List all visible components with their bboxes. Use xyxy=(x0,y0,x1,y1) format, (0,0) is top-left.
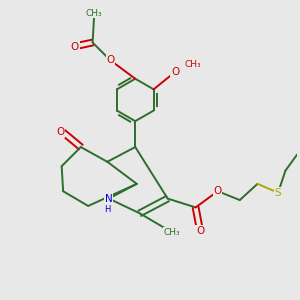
Text: O: O xyxy=(71,42,79,52)
Text: CH₃: CH₃ xyxy=(164,228,180,237)
Text: CH₃: CH₃ xyxy=(86,9,102,18)
Text: O: O xyxy=(196,226,204,236)
Text: H: H xyxy=(104,205,110,214)
Text: O: O xyxy=(171,67,179,77)
Text: S: S xyxy=(275,188,281,198)
Text: O: O xyxy=(214,186,222,196)
Text: O: O xyxy=(106,55,114,65)
Text: O: O xyxy=(56,127,64,137)
Text: N: N xyxy=(105,194,113,204)
Text: CH₃: CH₃ xyxy=(184,60,201,69)
